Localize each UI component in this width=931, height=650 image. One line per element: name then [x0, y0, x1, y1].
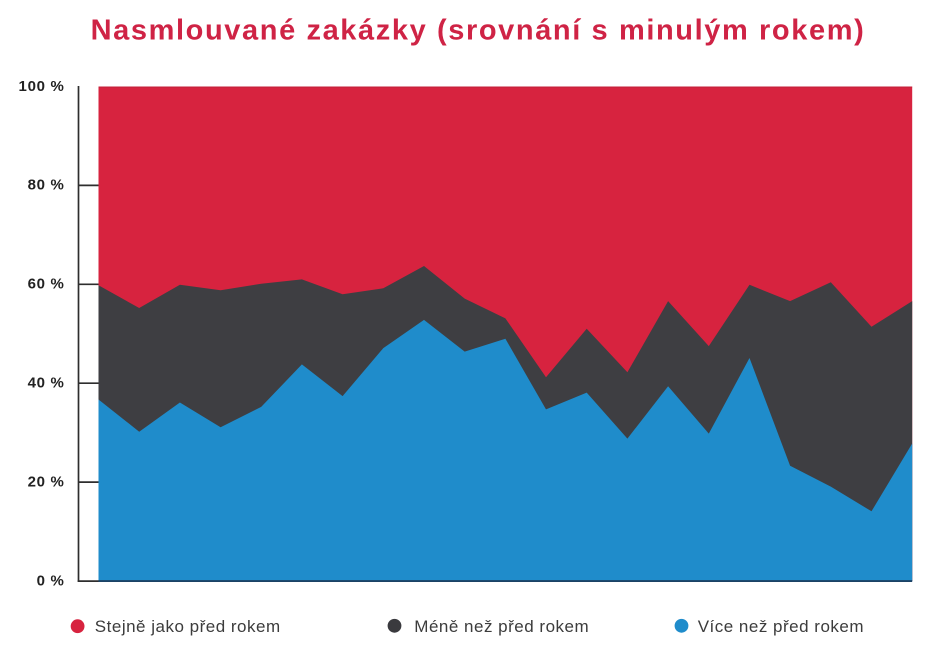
svg-text:80 %: 80 %	[28, 177, 65, 194]
svg-text:0 %: 0 %	[37, 572, 65, 589]
svg-text:Více než před rokem: Více než před rokem	[698, 617, 864, 636]
svg-text:100 %: 100 %	[19, 78, 65, 95]
svg-text:Nasmlouvané zakázky (srovnání: Nasmlouvané zakázky (srovnání s minulým …	[91, 15, 866, 47]
svg-text:40 %: 40 %	[28, 375, 65, 392]
svg-text:Stejně jako před rokem: Stejně jako před rokem	[95, 617, 281, 636]
svg-text:60 %: 60 %	[28, 276, 65, 293]
svg-text:20 %: 20 %	[28, 473, 65, 490]
svg-text:Méně než před rokem: Méně než před rokem	[414, 617, 589, 636]
